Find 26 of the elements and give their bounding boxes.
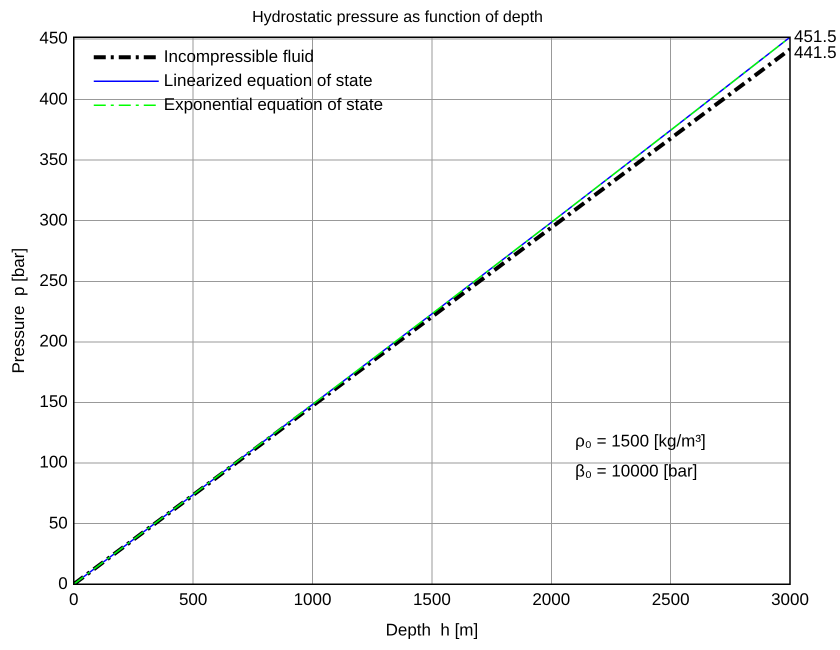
annotation: 451.5	[794, 26, 837, 46]
y-tick-label: 100	[39, 452, 68, 472]
y-tick-label: 350	[39, 150, 68, 169]
x-axis-title: Depth h [m]	[386, 620, 478, 640]
chart-title: Hydrostatic pressure as function of depth	[252, 9, 543, 26]
annotation: 441.5	[794, 43, 837, 62]
x-tick-label: 2000	[532, 590, 570, 610]
annotation: β₀ = 10000 [bar]	[575, 462, 698, 481]
x-tick-label: 500	[178, 590, 208, 610]
y-tick-label: 50	[48, 513, 68, 532]
y-axis-title: Pressure p [bar]	[8, 248, 28, 374]
x-tick-label: 2500	[652, 590, 690, 610]
legend-label: Linearized equation of state	[164, 70, 373, 90]
y-tick-label: 200	[39, 332, 68, 351]
y-tick-label: 150	[39, 392, 68, 412]
legend-label: Incompressible fluid	[164, 46, 314, 66]
annotation: ρ₀ = 1500 [kg/m³]	[575, 432, 706, 451]
x-tick-label: 3000	[771, 590, 809, 610]
y-tick-label: 450	[39, 28, 68, 48]
y-tick-label: 250	[39, 271, 68, 290]
y-tick-label: 0	[58, 574, 68, 593]
y-tick-label: 400	[39, 89, 68, 108]
legend-label: Exponential equation of state	[164, 94, 384, 114]
x-tick-label: 1000	[294, 590, 332, 610]
x-tick-label: 1500	[412, 590, 451, 610]
y-tick-label: 300	[39, 210, 68, 230]
